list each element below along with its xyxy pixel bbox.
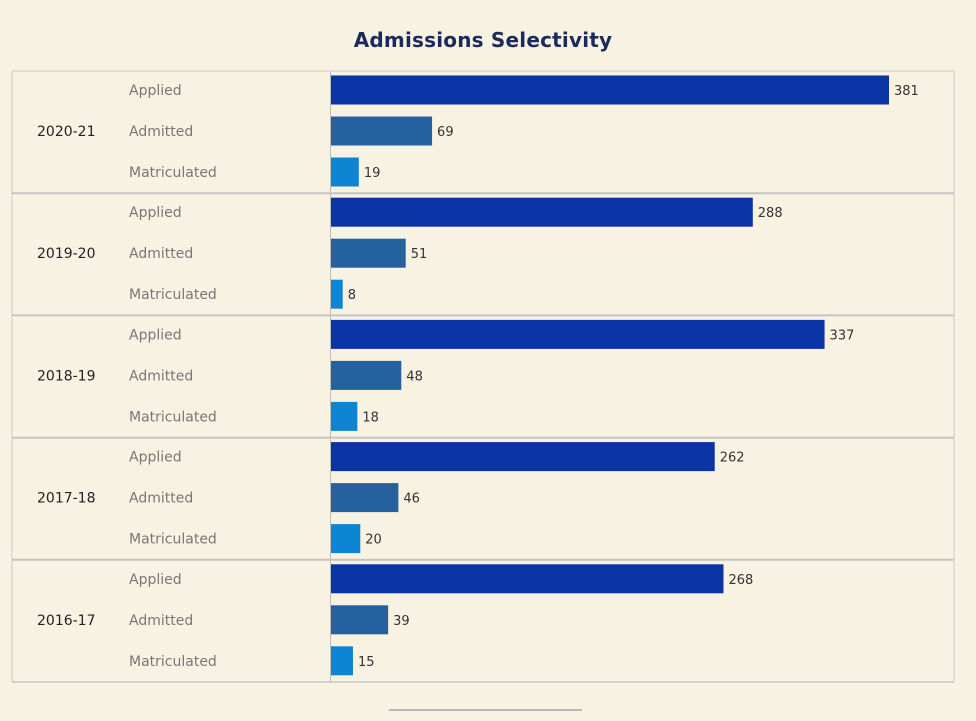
bar-matriculated (331, 279, 343, 309)
bar-admitted (331, 360, 402, 390)
bar-admitted (331, 605, 389, 635)
bar-matriculated (331, 524, 361, 554)
metric-label: Applied (129, 205, 182, 221)
year-label: 2019-20 (37, 246, 96, 262)
metric-label: Admitted (129, 368, 193, 384)
metric-label: Applied (129, 450, 182, 466)
metric-label: Applied (129, 327, 182, 343)
metric-label: Admitted (129, 124, 193, 140)
year-label: 2020-21 (37, 124, 96, 140)
bar-admitted (331, 238, 406, 268)
value-label: 15 (358, 655, 375, 670)
metric-label: Admitted (129, 613, 193, 629)
value-label: 288 (758, 206, 783, 221)
metric-label: Matriculated (129, 287, 217, 303)
metric-label: Admitted (129, 491, 193, 507)
bar-applied (331, 319, 825, 349)
bar-applied (331, 75, 889, 105)
metric-label: Applied (129, 572, 182, 588)
bar-applied (331, 442, 715, 472)
value-label: 20 (365, 533, 382, 548)
value-label: 51 (411, 247, 428, 262)
value-label: 337 (830, 328, 855, 343)
value-label: 8 (348, 288, 356, 303)
year-label: 2017-18 (37, 491, 96, 507)
value-label: 381 (894, 84, 919, 99)
metric-label: Admitted (129, 246, 193, 262)
metric-label: Applied (129, 83, 182, 99)
bar-applied (331, 197, 753, 227)
chart-title: Admissions Selectivity (353, 28, 613, 52)
metric-label: Matriculated (129, 165, 217, 181)
year-label: 2018-19 (37, 368, 96, 384)
bar-admitted (331, 483, 399, 513)
bar-matriculated (331, 646, 353, 676)
bar-admitted (331, 116, 433, 146)
year-label: 2016-17 (37, 613, 96, 629)
bar-matriculated (331, 157, 359, 187)
metric-label: Matriculated (129, 409, 217, 425)
value-label: 18 (362, 410, 379, 425)
value-label: 19 (364, 166, 381, 181)
value-label: 48 (406, 369, 423, 384)
value-label: 39 (393, 614, 410, 629)
value-label: 262 (720, 451, 745, 466)
value-label: 46 (403, 492, 420, 507)
horizontal-scrollbar[interactable] (389, 709, 582, 711)
value-label: 268 (729, 573, 754, 588)
metric-label: Matriculated (129, 532, 217, 548)
bar-matriculated (331, 401, 358, 431)
metric-label: Matriculated (129, 654, 217, 670)
value-label: 69 (437, 125, 454, 140)
bar-applied (331, 564, 724, 594)
